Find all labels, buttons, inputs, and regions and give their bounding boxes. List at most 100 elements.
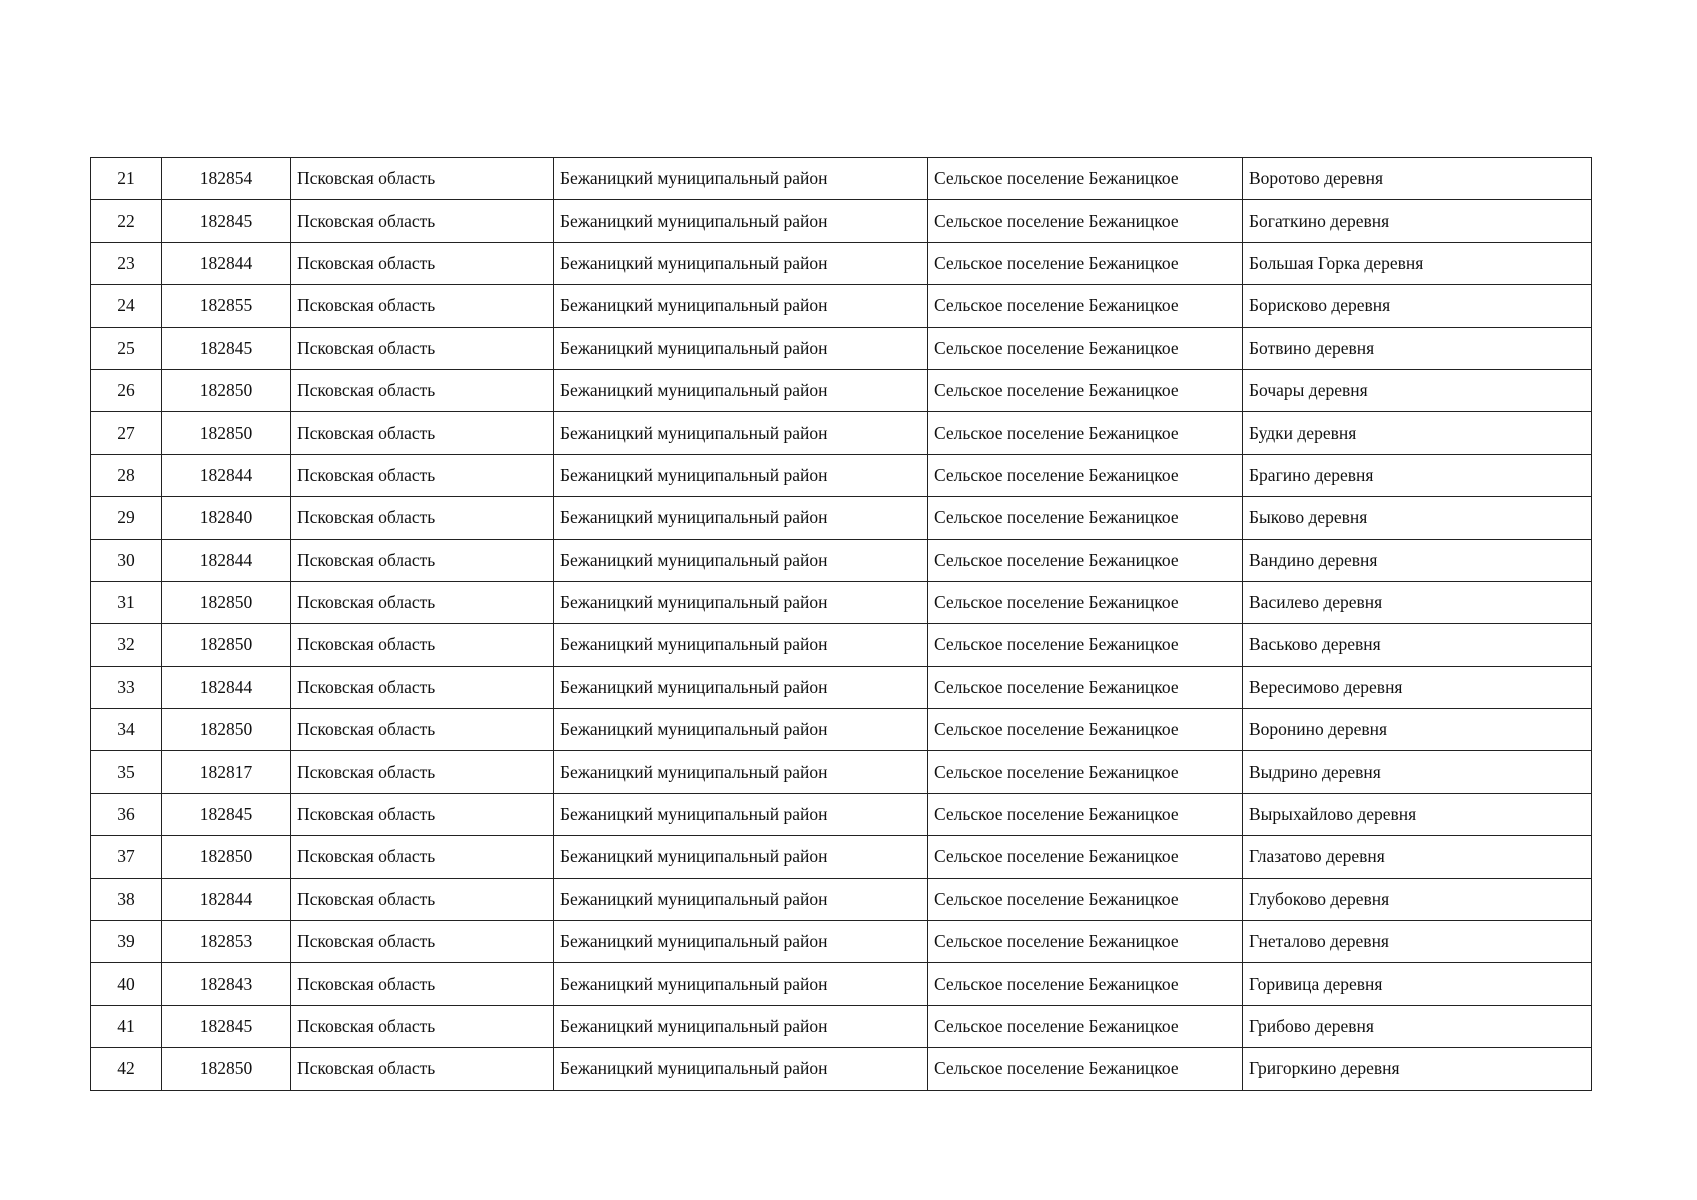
settlement-cell: Сельское поселение Бежаницкое <box>927 199 1243 243</box>
postal-code-cell: 182844 <box>161 453 291 498</box>
district-cell: Бежаницкий муниципальный район <box>553 368 928 413</box>
table-row: 42 182850 Псковская область Бежаницкий муни… <box>90 1047 1592 1091</box>
settlement-cell: Сельское поселение Бежаницкое <box>927 623 1243 667</box>
district-cell: Бежаницкий муниципальный район <box>553 496 928 540</box>
region-cell: Псковская область <box>290 241 554 286</box>
table-row: 31 182850 Псковская область Бежаницкий муни… <box>90 580 1592 625</box>
region-cell: Псковская область <box>290 199 554 243</box>
row-number-cell: 31 <box>90 580 162 625</box>
postal-code-cell: 182845 <box>161 326 291 370</box>
district-cell: Бежаницкий муниципальный район <box>553 962 928 1006</box>
settlement-cell: Сельское поселение Бежаницкое <box>927 750 1243 794</box>
table-row: 25 182845 Псковская область Бежаницкий муни… <box>90 326 1592 370</box>
row-number-cell: 25 <box>90 326 162 370</box>
locality-cell: Василево деревня <box>1242 580 1592 625</box>
locality-cell: Бочары деревня <box>1242 368 1592 413</box>
district-cell: Бежаницкий муниципальный район <box>553 580 928 625</box>
postal-code-cell: 182850 <box>161 580 291 625</box>
locality-cell: Вандино деревня <box>1242 538 1592 582</box>
table-row: 35 182817 Псковская область Бежаницкий муни… <box>90 750 1592 794</box>
settlement-cell: Сельское поселение Бежаницкое <box>927 580 1243 625</box>
settlement-cell: Сельское поселение Бежаницкое <box>927 496 1243 540</box>
table-row: 22 182845 Псковская область Бежаницкий муни… <box>90 199 1592 243</box>
table-row: 23 182844 Псковская область Бежаницкий муни… <box>90 241 1592 286</box>
table-row: 26 182850 Псковская область Бежаницкий муни… <box>90 368 1592 413</box>
district-cell: Бежаницкий муниципальный район <box>553 623 928 667</box>
settlement-cell: Сельское поселение Бежаницкое <box>927 877 1243 922</box>
settlement-cell: Сельское поселение Бежаницкое <box>927 156 1243 201</box>
region-cell: Псковская область <box>290 835 554 879</box>
postal-code-cell: 182845 <box>161 199 291 243</box>
postal-code-cell: 182817 <box>161 750 291 794</box>
district-cell: Бежаницкий муниципальный район <box>553 199 928 243</box>
region-cell: Псковская область <box>290 1004 554 1049</box>
postal-code-cell: 182845 <box>161 792 291 837</box>
settlement-cell: Сельское поселение Бежаницкое <box>927 368 1243 413</box>
region-cell: Псковская область <box>290 877 554 922</box>
district-cell: Бежаницкий муниципальный район <box>553 284 928 328</box>
district-cell: Бежаницкий муниципальный район <box>553 241 928 286</box>
row-number-cell: 23 <box>90 241 162 286</box>
settlement-cell: Сельское поселение Бежаницкое <box>927 920 1243 964</box>
table-row: 21 182854 Псковская область Бежаницкий муни… <box>90 156 1592 201</box>
region-cell: Псковская область <box>290 156 554 201</box>
region-cell: Псковская область <box>290 665 554 710</box>
postal-code-cell: 182850 <box>161 1047 291 1091</box>
settlement-cell: Сельское поселение Бежаницкое <box>927 1047 1243 1091</box>
locality-cell: Воронино деревня <box>1242 708 1592 752</box>
settlement-cell: Сельское поселение Бежаницкое <box>927 1004 1243 1049</box>
postal-code-cell: 182843 <box>161 962 291 1006</box>
district-cell: Бежаницкий муниципальный район <box>553 1004 928 1049</box>
row-number-cell: 27 <box>90 411 162 455</box>
row-number-cell: 40 <box>90 962 162 1006</box>
postal-code-cell: 182854 <box>161 156 291 201</box>
table-row: 28 182844 Псковская область Бежаницкий муни… <box>90 453 1592 498</box>
locality-cell: Грибово деревня <box>1242 1004 1592 1049</box>
settlement-cell: Сельское поселение Бежаницкое <box>927 411 1243 455</box>
region-cell: Псковская область <box>290 792 554 837</box>
locality-cell: Вересимово деревня <box>1242 665 1592 710</box>
postal-code-cell: 182845 <box>161 1004 291 1049</box>
postal-code-cell: 182850 <box>161 368 291 413</box>
table-row: 34 182850 Псковская область Бежаницкий муни… <box>90 708 1592 752</box>
row-number-cell: 35 <box>90 750 162 794</box>
region-cell: Псковская область <box>290 368 554 413</box>
row-number-cell: 41 <box>90 1004 162 1049</box>
locality-cell: Глазатово деревня <box>1242 835 1592 879</box>
locality-cell: Быково деревня <box>1242 496 1592 540</box>
table-row: 38 182844 Псковская область Бежаницкий муни… <box>90 877 1592 922</box>
settlement-cell: Сельское поселение Бежаницкое <box>927 665 1243 710</box>
locality-cell: Глубоково деревня <box>1242 877 1592 922</box>
table-row: 37 182850 Псковская область Бежаницкий муни… <box>90 835 1592 879</box>
row-number-cell: 42 <box>90 1047 162 1091</box>
postal-code-cell: 182844 <box>161 877 291 922</box>
region-cell: Псковская область <box>290 453 554 498</box>
settlement-cell: Сельское поселение Бежаницкое <box>927 241 1243 286</box>
locality-cell: Воротово деревня <box>1242 156 1592 201</box>
settlement-cell: Сельское поселение Бежаницкое <box>927 835 1243 879</box>
row-number-cell: 34 <box>90 708 162 752</box>
postal-code-cell: 182853 <box>161 920 291 964</box>
settlement-cell: Сельское поселение Бежаницкое <box>927 538 1243 582</box>
row-number-cell: 26 <box>90 368 162 413</box>
locality-cell: Большая Горка деревня <box>1242 241 1592 286</box>
row-number-cell: 38 <box>90 877 162 922</box>
region-cell: Псковская область <box>290 580 554 625</box>
table-row: 24 182855 Псковская область Бежаницкий муни… <box>90 284 1592 328</box>
postal-code-cell: 182850 <box>161 411 291 455</box>
district-cell: Бежаницкий муниципальный район <box>553 453 928 498</box>
table-row: 40 182843 Псковская область Бежаницкий муни… <box>90 962 1592 1006</box>
locality-cell: Брагино деревня <box>1242 453 1592 498</box>
settlement-cell: Сельское поселение Бежаницкое <box>927 708 1243 752</box>
settlement-cell: Сельское поселение Бежаницкое <box>927 962 1243 1006</box>
district-cell: Бежаницкий муниципальный район <box>553 792 928 837</box>
table-row: 32 182850 Псковская область Бежаницкий муни… <box>90 623 1592 667</box>
district-cell: Бежаницкий муниципальный район <box>553 750 928 794</box>
postal-code-cell: 182850 <box>161 708 291 752</box>
district-cell: Бежаницкий муниципальный район <box>553 538 928 582</box>
row-number-cell: 32 <box>90 623 162 667</box>
locality-cell: Григоркино деревня <box>1242 1047 1592 1091</box>
table-row: 39 182853 Псковская область Бежаницкий муни… <box>90 920 1592 964</box>
region-cell: Псковская область <box>290 538 554 582</box>
locality-cell: Выдрино деревня <box>1242 750 1592 794</box>
